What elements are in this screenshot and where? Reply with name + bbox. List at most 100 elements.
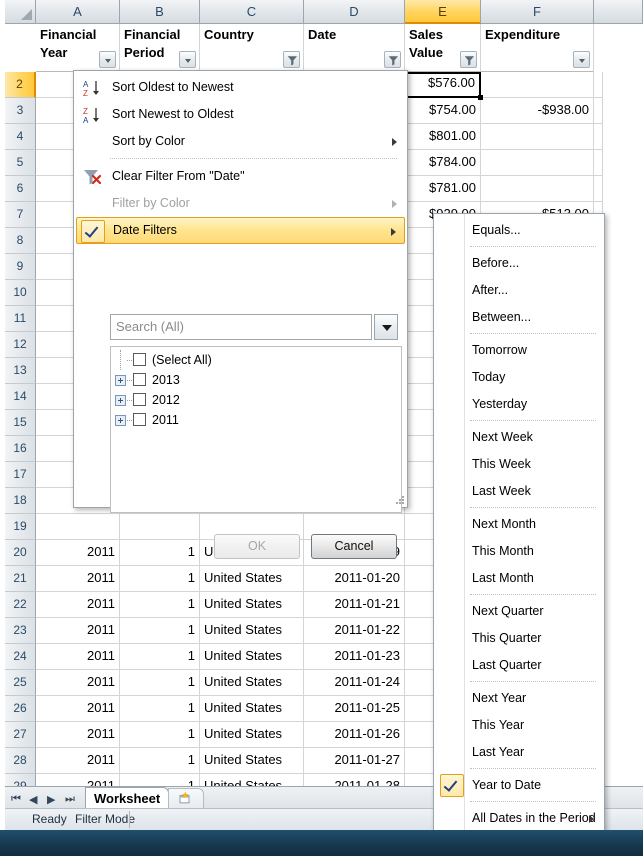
cell-financial-year[interactable]: 2011	[36, 748, 120, 774]
grid-cell-empty[interactable]	[594, 150, 603, 176]
column-header-b[interactable]: B	[120, 0, 200, 24]
row-header-13[interactable]: 13	[5, 358, 36, 384]
row-header-17[interactable]: 17	[5, 462, 36, 488]
grid-cell-empty[interactable]	[481, 176, 594, 202]
grid-cell-empty[interactable]	[594, 176, 603, 202]
cell-financial-period[interactable]: 1	[120, 748, 200, 774]
date-filter-next-year[interactable]: Next Year	[436, 685, 602, 712]
grid-cell-empty[interactable]	[481, 72, 594, 98]
expand-plus-icon[interactable]	[115, 395, 126, 406]
search-input[interactable]: Search (All)	[110, 314, 372, 340]
filter-button-a[interactable]	[99, 51, 116, 68]
cell-country[interactable]: United States	[200, 618, 304, 644]
cell-sales-value[interactable]: $801.00	[405, 124, 481, 150]
search-dropdown-button[interactable]	[374, 314, 398, 340]
row-header-28[interactable]: 28	[5, 748, 36, 774]
cell-financial-period[interactable]: 1	[120, 540, 200, 566]
grid-cell-empty[interactable]	[481, 124, 594, 150]
grid-cell-empty[interactable]	[594, 72, 603, 98]
date-filter-all-dates-in-the-period[interactable]: All Dates in the Period	[436, 805, 602, 830]
cell-financial-year[interactable]: 2011	[36, 540, 120, 566]
cell-sales-value[interactable]: $781.00	[405, 176, 481, 202]
cell-date[interactable]: 2011-01-26	[304, 722, 405, 748]
cell-financial-year[interactable]: 2011	[36, 722, 120, 748]
date-filter-today[interactable]: Today	[436, 364, 602, 391]
cell-financial-period[interactable]: 1	[120, 670, 200, 696]
cell-financial-period[interactable]: 1	[120, 722, 200, 748]
date-filter-before[interactable]: Before...	[436, 250, 602, 277]
column-header-f[interactable]: F	[481, 0, 594, 24]
filter-menu-item-sort-by-color[interactable]: Sort by Color	[76, 128, 405, 155]
cell-financial-year[interactable]: 2011	[36, 696, 120, 722]
cell-financial-year[interactable]: 2011	[36, 566, 120, 592]
nav-first-icon[interactable]: ⏮	[11, 793, 21, 805]
date-filter-yesterday[interactable]: Yesterday	[436, 391, 602, 418]
ok-button[interactable]: OK	[214, 534, 300, 559]
row-header-5[interactable]: 5	[5, 150, 36, 176]
row-header-11[interactable]: 11	[5, 306, 36, 332]
cell-financial-period[interactable]: 1	[120, 644, 200, 670]
column-header-a[interactable]: A	[36, 0, 120, 24]
row-header-27[interactable]: 27	[5, 722, 36, 748]
row-header-25[interactable]: 25	[5, 670, 36, 696]
cell-financial-period[interactable]: 1	[120, 592, 200, 618]
column-header-e[interactable]: E	[405, 0, 481, 24]
filter-button-active-d[interactable]	[384, 51, 401, 68]
column-header-d[interactable]: D	[304, 0, 405, 24]
cell-financial-year[interactable]: 2011	[36, 592, 120, 618]
filter-tree-item[interactable]: 2013	[111, 370, 401, 390]
cell-financial-period[interactable]: 1	[120, 696, 200, 722]
row-header-20[interactable]: 20	[5, 540, 36, 566]
date-filter-last-year[interactable]: Last Year	[436, 739, 602, 766]
date-filter-this-month[interactable]: This Month	[436, 538, 602, 565]
filter-menu-item-date-filters[interactable]: Date Filters	[76, 217, 405, 244]
grid-cell-empty[interactable]	[120, 514, 200, 540]
cell-sales-value[interactable]: $784.00	[405, 150, 481, 176]
grid-cell-empty[interactable]	[481, 150, 594, 176]
row-header-24[interactable]: 24	[5, 644, 36, 670]
row-header-8[interactable]: 8	[5, 228, 36, 254]
cell-financial-period[interactable]: 1	[120, 618, 200, 644]
row-header-9[interactable]: 9	[5, 254, 36, 280]
date-filter-next-month[interactable]: Next Month	[436, 511, 602, 538]
row-header-3[interactable]: 3	[5, 98, 36, 124]
grid-cell-empty[interactable]	[594, 98, 603, 124]
cell-date[interactable]: 2011-01-25	[304, 696, 405, 722]
row-header-2[interactable]: 2	[5, 72, 36, 98]
sheet-tab-worksheet[interactable]: Worksheet	[85, 787, 170, 810]
cancel-button[interactable]: Cancel	[311, 534, 397, 559]
selected-cell-e2[interactable]: $576.00	[405, 72, 481, 98]
fill-handle[interactable]	[478, 95, 483, 100]
date-filter-next-quarter[interactable]: Next Quarter	[436, 598, 602, 625]
checkbox[interactable]	[133, 413, 146, 426]
row-header-26[interactable]: 26	[5, 696, 36, 722]
select-all-corner[interactable]	[5, 0, 36, 24]
cell-date[interactable]: 2011-01-20	[304, 566, 405, 592]
date-filter-next-week[interactable]: Next Week	[436, 424, 602, 451]
filter-menu-item-sort-newest-to-oldest[interactable]: Z A Sort Newest to Oldest	[76, 101, 405, 128]
cell-financial-year[interactable]: 2011	[36, 670, 120, 696]
column-header-c[interactable]: C	[200, 0, 304, 24]
date-filter-after[interactable]: After...	[436, 277, 602, 304]
row-header-18[interactable]: 18	[5, 488, 36, 514]
date-filter-this-year[interactable]: This Year	[436, 712, 602, 739]
cell-expenditure-value[interactable]: -$938.00	[481, 98, 594, 124]
nav-prev-icon[interactable]: ◀	[29, 794, 38, 806]
cell-country[interactable]: United States	[200, 670, 304, 696]
filter-tree-item[interactable]: 2011	[111, 410, 401, 430]
resize-grip[interactable]	[395, 495, 405, 505]
date-filter-this-quarter[interactable]: This Quarter	[436, 625, 602, 652]
row-header-16[interactable]: 16	[5, 436, 36, 462]
grid-cell-empty[interactable]	[36, 514, 120, 540]
cell-sales-value[interactable]: $754.00	[405, 98, 481, 124]
filter-button-active-e[interactable]	[460, 51, 477, 68]
cell-country[interactable]: United States	[200, 722, 304, 748]
cell-financial-year[interactable]: 2011	[36, 618, 120, 644]
cell-country[interactable]: United States	[200, 696, 304, 722]
cell-country[interactable]: United States	[200, 592, 304, 618]
row-header-15[interactable]: 15	[5, 410, 36, 436]
date-filter-last-quarter[interactable]: Last Quarter	[436, 652, 602, 679]
filter-tree-item[interactable]: (Select All)	[111, 350, 401, 370]
cell-country[interactable]: United States	[200, 644, 304, 670]
cell-financial-period[interactable]: 1	[120, 566, 200, 592]
